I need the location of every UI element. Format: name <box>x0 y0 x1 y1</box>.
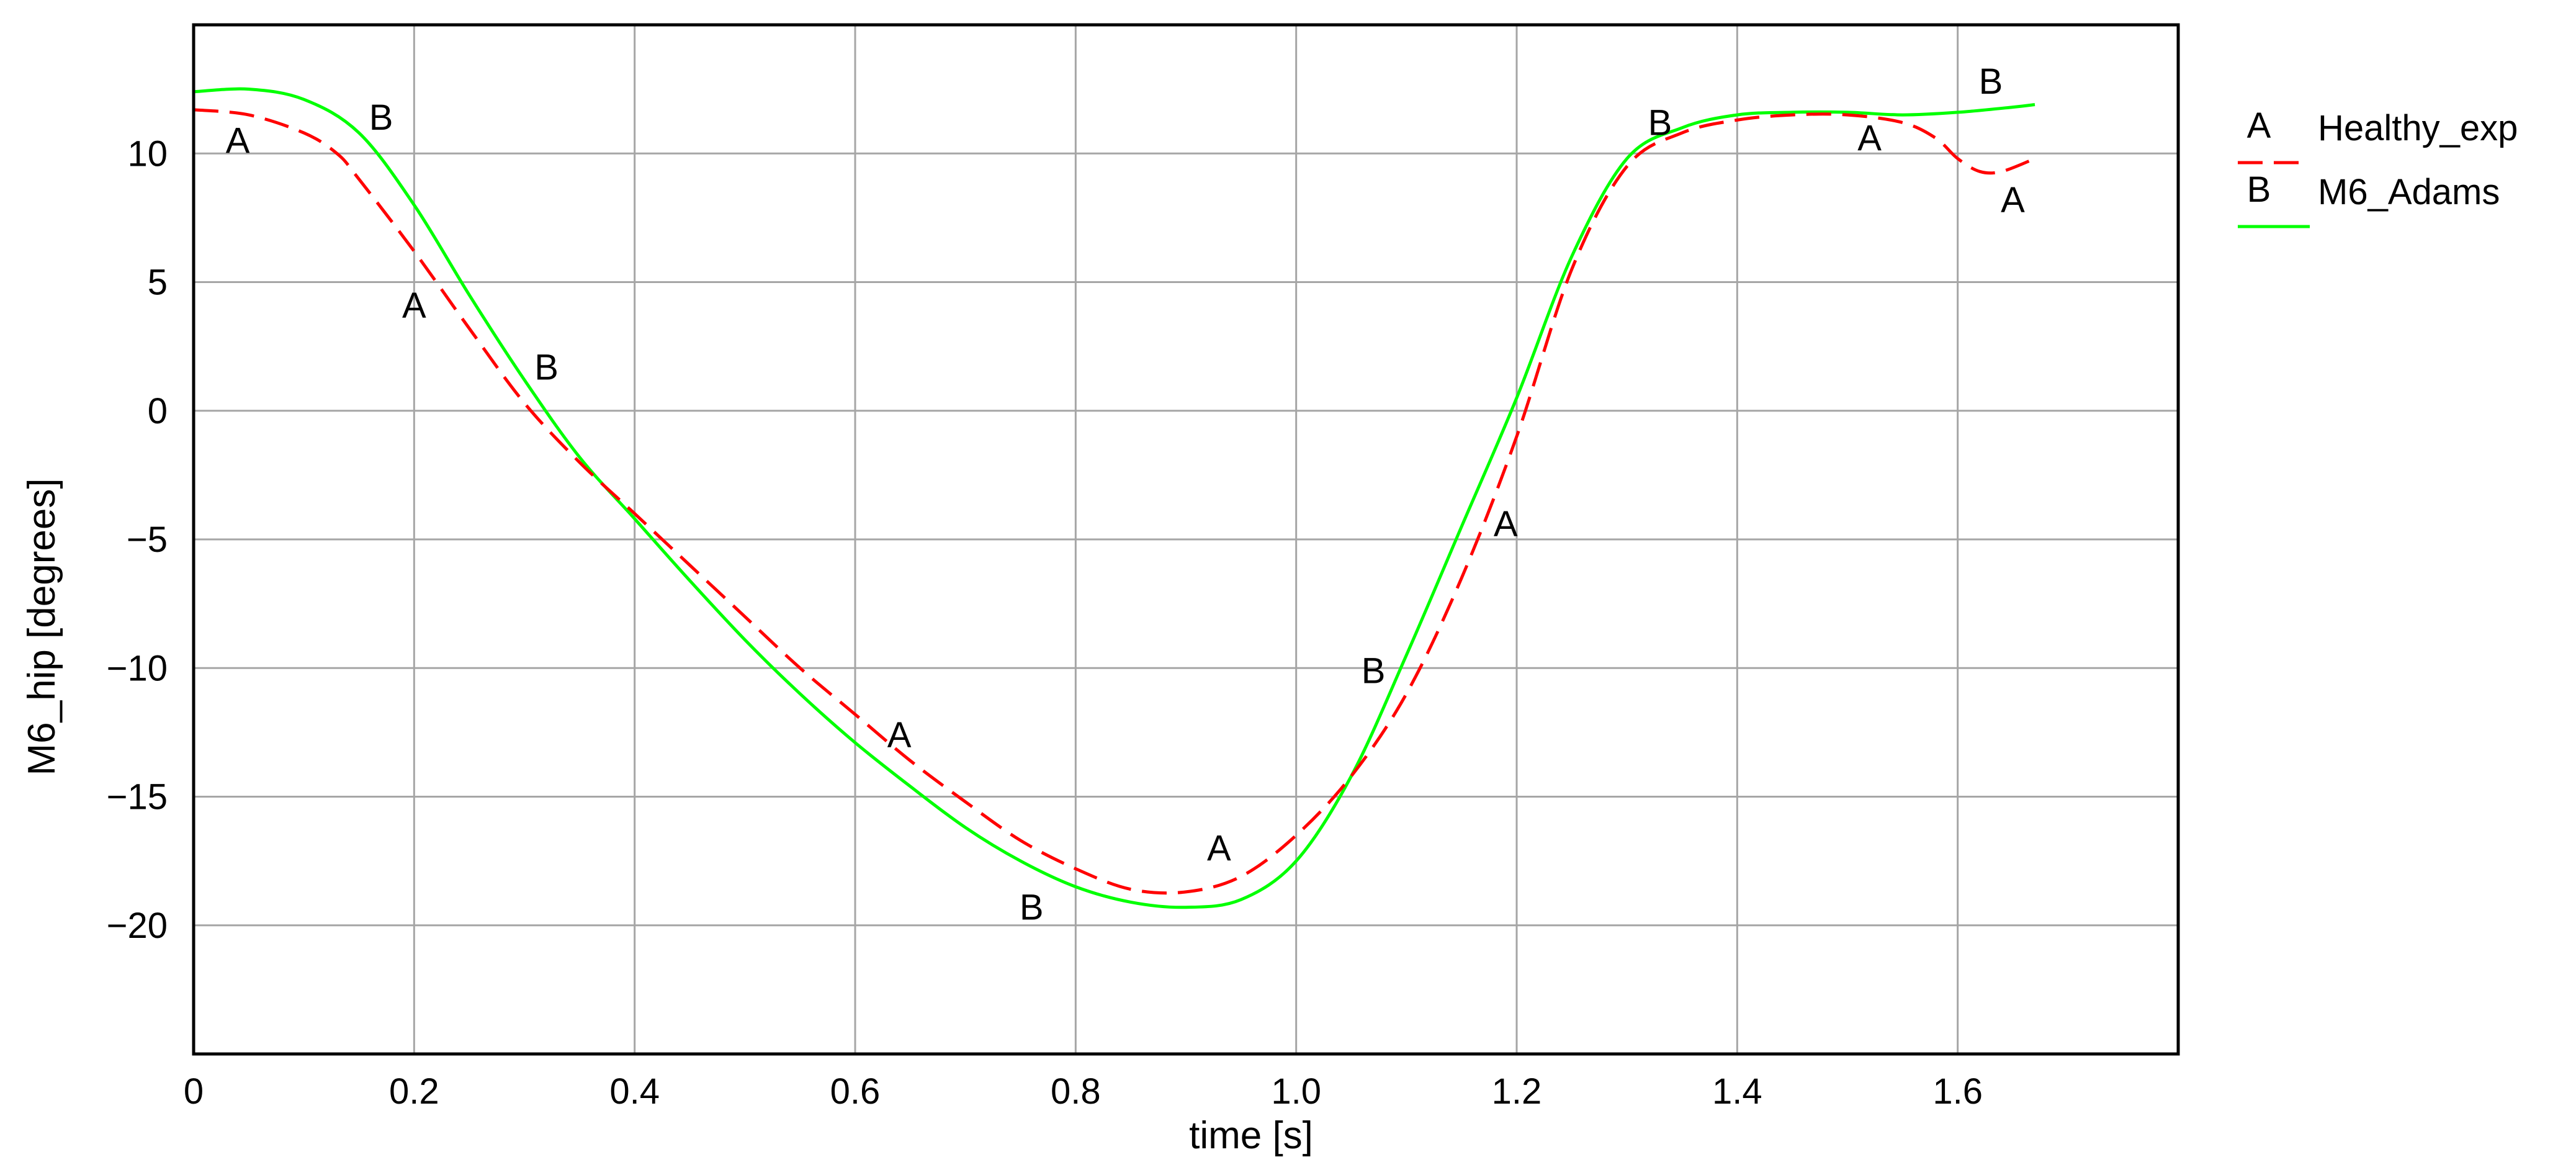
y-tick-labels: 10 5 0 −5 −10 −15 −20 <box>107 133 168 946</box>
point-label-M6_Adams: B <box>1020 888 1044 928</box>
x-tick-label: 1.6 <box>1932 1071 1983 1112</box>
grid <box>194 25 2178 1054</box>
y-tick-label: 0 <box>148 391 168 431</box>
point-label-M6_Adams: B <box>1648 103 1672 143</box>
point-label-Healthy_exp: A <box>1857 118 1882 158</box>
point-label-M6_Adams: B <box>534 347 559 387</box>
x-tick-label: 0.6 <box>830 1071 881 1112</box>
legend-label: Healthy_exp <box>2318 108 2518 148</box>
x-tick-label: 0.8 <box>1051 1071 1101 1112</box>
legend-label: M6_Adams <box>2318 172 2500 212</box>
series-layer <box>193 87 2035 909</box>
x-tick-label: 0.4 <box>609 1071 660 1112</box>
point-label-M6_Adams: B <box>369 97 393 138</box>
point-label-Healthy_exp: A <box>226 121 250 161</box>
point-label-Healthy_exp: A <box>2001 180 2025 220</box>
point-label-M6_Adams: B <box>1979 61 2003 102</box>
point-label-M6_Adams: B <box>1362 651 1386 691</box>
legend-marker: B <box>2247 169 2271 210</box>
legend-marker: A <box>2247 106 2271 146</box>
series-line-M6_Adams <box>193 87 2035 909</box>
point-label-Healthy_exp: A <box>1494 504 1518 544</box>
x-tick-label: 0.2 <box>389 1071 439 1112</box>
point-label-Healthy_exp: A <box>887 715 912 755</box>
x-tick-label: 1.2 <box>1492 1071 1542 1112</box>
y-tick-label: −10 <box>107 648 168 688</box>
x-tick-label: 0 <box>184 1071 204 1112</box>
x-tick-label: 1.0 <box>1271 1071 1321 1112</box>
point-labels: A A A A A A A B B B B B B <box>226 61 2025 928</box>
y-tick-label: 10 <box>127 133 168 174</box>
plot-frame <box>192 23 2180 1056</box>
y-tick-label: 5 <box>148 263 168 303</box>
y-axis-label: M6_hip [degrees] <box>20 478 63 775</box>
x-tick-labels: 0 0.2 0.4 0.6 0.8 1.0 1.2 1.4 1.6 <box>184 1071 1983 1112</box>
y-tick-label: −20 <box>107 906 168 946</box>
series-line-Healthy_exp <box>193 108 2035 895</box>
y-tick-label: −15 <box>107 777 168 817</box>
legend: A Healthy_exp B M6_Adams <box>2238 106 2518 228</box>
x-tick-label: 1.4 <box>1712 1071 1762 1112</box>
y-tick-label: −5 <box>127 520 168 560</box>
point-label-Healthy_exp: A <box>402 286 426 326</box>
point-label-Healthy_exp: A <box>1207 828 1231 868</box>
x-axis-label: time [s] <box>1189 1114 1313 1157</box>
